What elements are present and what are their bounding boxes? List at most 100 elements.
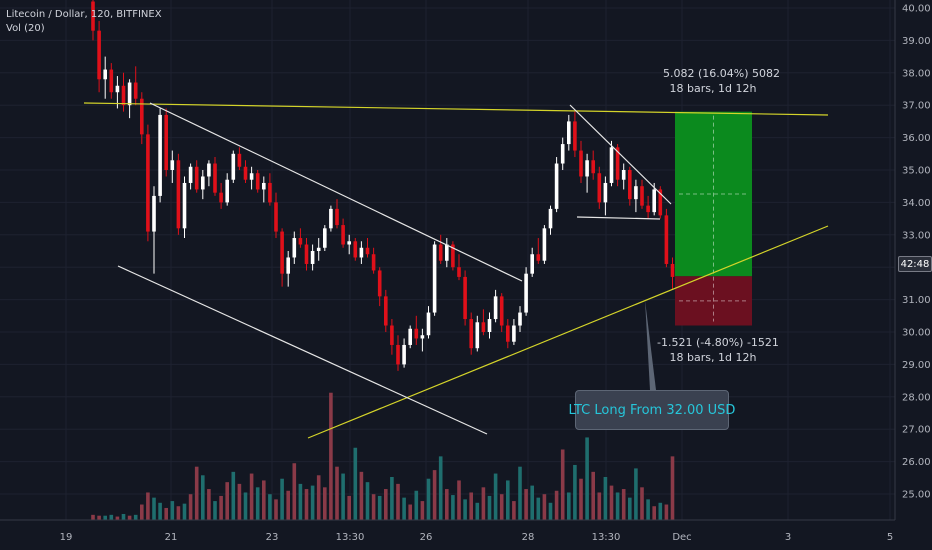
- volume-bar: [329, 392, 333, 520]
- candle-body: [262, 182, 266, 190]
- candle-body: [353, 241, 358, 258]
- volume-bar: [133, 514, 138, 520]
- callout-label[interactable]: LTC Long From 32.00 USD: [569, 390, 735, 430]
- volume-bar: [164, 507, 168, 520]
- stop-zone[interactable]: [675, 276, 752, 326]
- volume-bar: [304, 489, 309, 520]
- volume-bar: [384, 489, 388, 520]
- y-tick-label: 33.00: [902, 230, 931, 241]
- volume-bar: [316, 475, 321, 520]
- volume-bar: [481, 487, 486, 520]
- candle-body: [603, 182, 608, 203]
- volume-bar: [310, 485, 315, 520]
- volume-indicator-label[interactable]: Vol (20): [6, 23, 45, 34]
- channel-lower-line[interactable]: [117, 265, 488, 435]
- y-tick-label: 27.00: [902, 425, 931, 436]
- candle-body: [390, 325, 394, 345]
- volume-bar: [414, 490, 419, 520]
- volume-bar: [579, 478, 583, 520]
- candle-body: [640, 186, 644, 206]
- target-zone[interactable]: [675, 111, 752, 277]
- volume-bar: [207, 489, 211, 520]
- volume-bar: [506, 480, 510, 520]
- resistance-line[interactable]: [83, 102, 829, 116]
- candle-body: [316, 247, 321, 251]
- candle-body: [188, 166, 193, 183]
- wedge-upper-line[interactable]: [569, 104, 672, 205]
- volume-bar: [219, 495, 223, 520]
- candle-body: [451, 244, 455, 268]
- candle-body: [341, 225, 345, 245]
- candle-body: [646, 205, 650, 213]
- channel-upper-line[interactable]: [149, 102, 523, 282]
- candle-body: [445, 244, 449, 261]
- candle-body: [621, 170, 626, 180]
- candle-body: [121, 85, 126, 106]
- volume-bar: [103, 515, 107, 520]
- target-info-line2: 18 bars, 1d 12h: [669, 82, 757, 95]
- candle-body: [225, 179, 229, 203]
- candle-body: [542, 228, 547, 261]
- candle-body: [249, 173, 254, 180]
- candle-body: [146, 134, 150, 232]
- candle-body: [347, 241, 351, 245]
- candle-body: [652, 189, 656, 213]
- volume-bar: [628, 497, 632, 520]
- candle-body: [420, 335, 425, 339]
- volume-bar: [225, 482, 229, 520]
- candle-body: [506, 325, 510, 342]
- volume-bar: [292, 463, 297, 520]
- candle-body: [231, 153, 236, 180]
- candle-body: [524, 273, 528, 313]
- volume-bar: [231, 471, 236, 520]
- candle-body: [304, 244, 309, 264]
- wedge-lower-line[interactable]: [576, 216, 661, 220]
- volume-bar: [499, 494, 504, 520]
- candle-body: [408, 328, 412, 345]
- candle-body: [579, 150, 583, 177]
- y-tick-label: 38.00: [902, 68, 931, 79]
- volume-bar: [213, 501, 217, 520]
- volume-bar: [567, 492, 571, 520]
- symbol-title[interactable]: Litecoin / Dollar, 120, BITFINEX: [6, 9, 162, 20]
- y-tick-label: 25.00: [902, 490, 931, 501]
- y-tick-label: 29.00: [902, 360, 931, 371]
- candle-body: [554, 163, 559, 209]
- candle-body: [402, 344, 406, 365]
- y-tick-label: 28.00: [902, 392, 931, 403]
- candlesticks: [91, 0, 675, 371]
- volume-bar: [194, 466, 199, 520]
- volume-bar: [670, 456, 675, 520]
- candle-body: [219, 192, 223, 203]
- y-tick-label: 34.00: [902, 198, 931, 209]
- candle-body: [634, 186, 638, 200]
- candle-body: [371, 254, 376, 271]
- volume-bars: [91, 392, 675, 520]
- candle-body: [329, 208, 333, 229]
- candle-body: [499, 296, 504, 326]
- candle-body: [109, 69, 114, 93]
- volume-bar: [432, 470, 437, 520]
- candle-body: [158, 114, 162, 196]
- volume-bar: [560, 449, 565, 520]
- support-trendline[interactable]: [307, 225, 829, 439]
- volume-bar: [176, 506, 181, 520]
- candle-body: [127, 82, 132, 106]
- x-tick-label: 28: [522, 532, 535, 543]
- drawn-trendlines: [83, 102, 829, 439]
- candle-body: [426, 312, 431, 336]
- volume-bar: [609, 485, 614, 520]
- candle-body: [255, 173, 260, 190]
- candle-body: [414, 328, 419, 339]
- y-tick-label: 30.00: [902, 328, 931, 339]
- candle-body: [609, 147, 614, 183]
- candle-body: [457, 267, 461, 277]
- candle-body: [164, 114, 168, 170]
- candle-body: [274, 202, 278, 232]
- candle-body: [548, 208, 553, 229]
- volume-bar: [371, 494, 376, 520]
- volume-bar: [390, 477, 394, 520]
- volume-bar: [603, 477, 608, 520]
- volume-bar: [268, 494, 272, 520]
